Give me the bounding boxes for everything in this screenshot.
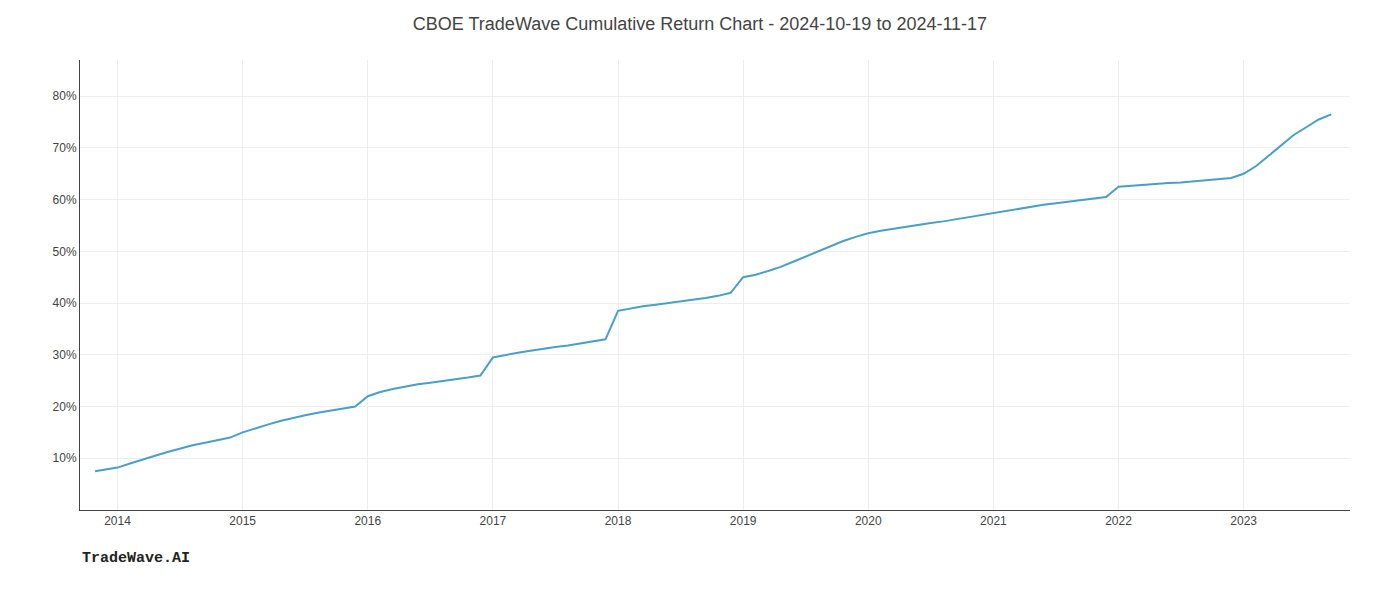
svg-text:2017: 2017 [480, 514, 507, 528]
svg-text:80%: 80% [53, 89, 77, 103]
svg-text:40%: 40% [53, 296, 77, 310]
svg-text:2020: 2020 [855, 514, 882, 528]
svg-text:2018: 2018 [605, 514, 632, 528]
svg-text:70%: 70% [53, 141, 77, 155]
svg-text:20%: 20% [53, 400, 77, 414]
svg-text:2016: 2016 [354, 514, 381, 528]
svg-text:2023: 2023 [1230, 514, 1257, 528]
svg-text:2019: 2019 [730, 514, 757, 528]
svg-text:2014: 2014 [104, 514, 131, 528]
svg-text:10%: 10% [53, 451, 77, 465]
svg-text:30%: 30% [53, 348, 77, 362]
svg-text:2022: 2022 [1105, 514, 1132, 528]
svg-text:2021: 2021 [980, 514, 1007, 528]
svg-text:60%: 60% [53, 193, 77, 207]
svg-text:TradeWave.AI: TradeWave.AI [82, 550, 190, 567]
svg-text:CBOE TradeWave Cumulative Retu: CBOE TradeWave Cumulative Return Chart -… [413, 14, 987, 34]
svg-text:50%: 50% [53, 245, 77, 259]
svg-text:2015: 2015 [229, 514, 256, 528]
